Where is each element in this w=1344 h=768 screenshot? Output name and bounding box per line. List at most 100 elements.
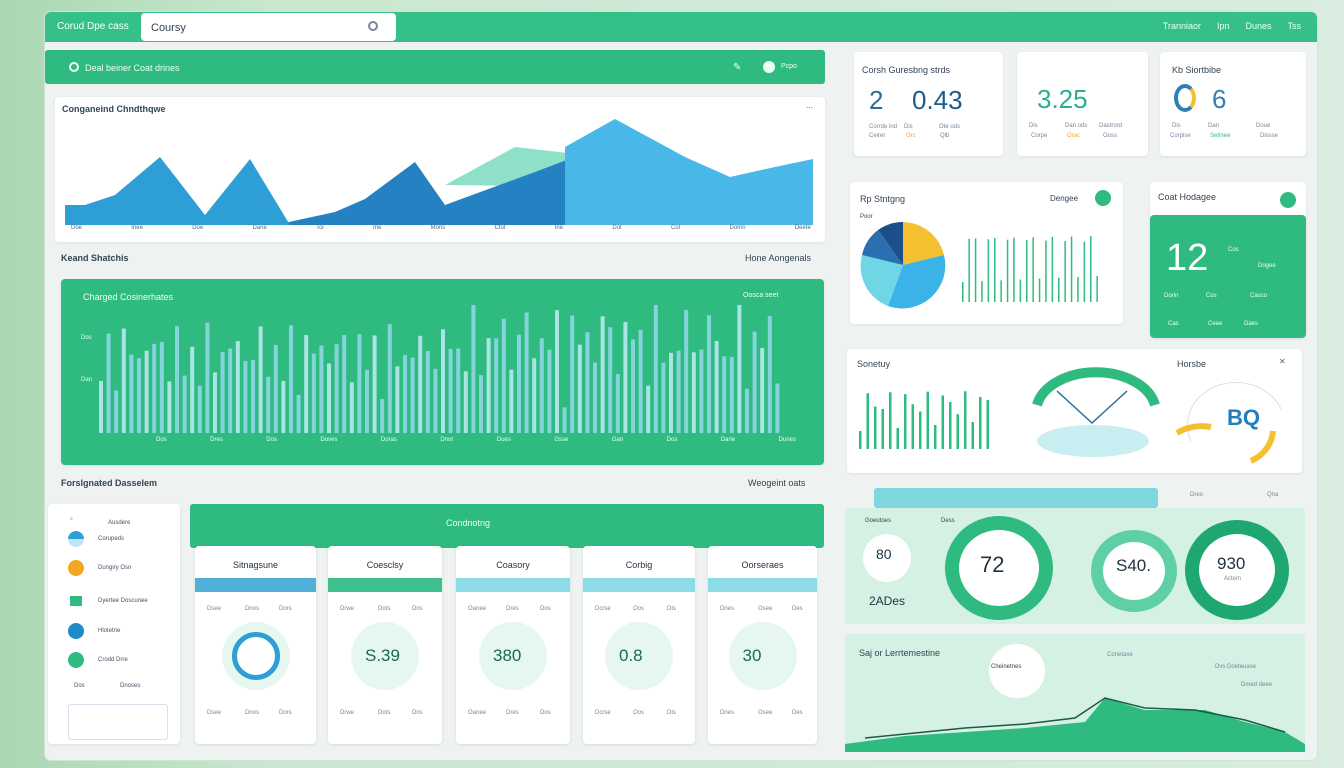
gauge-arc <box>1186 382 1282 442</box>
metric-ring <box>351 622 419 690</box>
bar <box>159 341 164 433</box>
spark-bar <box>1038 278 1041 302</box>
x-tick: Dane <box>720 437 736 443</box>
close-icon[interactable]: ✕ <box>1279 357 1286 366</box>
donut-value: S40. <box>1116 556 1151 575</box>
bar <box>661 362 666 433</box>
donut-strip-bar <box>874 488 1158 508</box>
top-nav: Tranniaor Ipn Dunes Tss <box>1163 21 1301 31</box>
pie-title: Rp Stntgng <box>860 194 906 204</box>
search-input[interactable]: Coursy <box>141 13 396 41</box>
metric-label: Dsee <box>207 606 222 612</box>
bar <box>281 380 286 433</box>
metric-title: Coasory <box>496 560 530 570</box>
metric-card[interactable]: Oorseraes Dnes Osee Des 30 Dnes Osee Des <box>708 546 817 744</box>
metric-label: Des <box>792 710 803 716</box>
bar <box>707 315 711 433</box>
metric-card[interactable]: Sitnagsune Dsee Dnos Dors Dsee Dnos Dors <box>195 546 316 744</box>
metric-label: Oanee <box>468 606 487 612</box>
bar <box>114 390 119 433</box>
metric-label: Dres <box>506 606 519 612</box>
gauge-bar <box>859 431 862 449</box>
gauge-needle <box>1056 390 1128 425</box>
edit-icon[interactable]: ✎ <box>733 62 742 73</box>
list-item[interactable]: Dyertee Doscunee <box>98 598 148 604</box>
bar <box>471 305 476 433</box>
bar <box>190 346 195 433</box>
spark-bar <box>1000 280 1002 302</box>
gauge-bar <box>889 392 892 449</box>
metric-card[interactable]: Coesclsy Drwe Dots Dns S.39 Drwe Dots Dn… <box>328 546 442 744</box>
kpi-value: 3.25 <box>1037 84 1088 114</box>
x-tick: Inee <box>131 225 143 231</box>
metric-label: Oanee <box>468 710 487 716</box>
bar-chart-right-label: Oosca seet <box>743 292 779 299</box>
gauge-bar <box>979 397 982 449</box>
list-item[interactable]: Corupeds <box>98 536 125 542</box>
pie-panel: Rp Stntgng Dengee Poor <box>850 182 1123 324</box>
bar <box>608 327 613 433</box>
donut-value: 72 <box>980 552 1005 577</box>
kpi-value: 6 <box>1212 84 1227 114</box>
line-series <box>864 697 1286 739</box>
item-icon <box>70 596 82 606</box>
green-kpi-label: Cos <box>1228 247 1239 253</box>
list-item[interactable]: Hlotetne <box>98 628 121 634</box>
line-bubble-label: Cheinetnes <box>991 664 1022 670</box>
bar <box>304 335 309 433</box>
bar <box>532 358 537 433</box>
green-kpi-footer: Cos <box>1206 293 1217 299</box>
metric-label: Dots <box>378 710 391 716</box>
gauge-base <box>1037 425 1149 457</box>
metric-title: Coesclsy <box>366 560 404 570</box>
item-icon <box>68 623 84 639</box>
metric-label: Des <box>792 606 803 612</box>
metric-card[interactable]: Coasory Oanee Dres Dos 380 Oanee Dres Do… <box>456 546 570 744</box>
bar <box>319 345 324 433</box>
kpi-label: Dan ods <box>1065 123 1088 129</box>
bar <box>243 360 248 433</box>
globe-icon[interactable] <box>1280 192 1296 208</box>
spark-bar <box>987 239 990 302</box>
metric-label: Dors <box>279 710 292 716</box>
metric-label: Dts <box>667 710 676 716</box>
list-item[interactable]: Dungiry Osn <box>98 565 132 571</box>
settings-icon[interactable] <box>763 61 775 73</box>
bar <box>456 348 461 433</box>
header-link[interactable]: Pcpo <box>781 63 797 70</box>
bar <box>646 385 651 433</box>
gauge-bar <box>919 411 922 449</box>
spark-bar <box>1083 241 1086 302</box>
spark-bar <box>1026 240 1028 302</box>
nav-item[interactable]: Tss <box>1287 21 1302 31</box>
metric-strip <box>456 578 570 592</box>
nav-item[interactable]: Ipn <box>1216 21 1230 31</box>
green-kpi-footer: Dorin <box>1164 293 1179 299</box>
metric-value: 0.8 <box>619 646 643 665</box>
donut-small-label: Dess <box>941 518 955 524</box>
spark-bar <box>1090 236 1092 302</box>
bar <box>266 376 271 433</box>
gauge-bar <box>904 394 907 449</box>
more-icon[interactable]: ⋯ <box>806 105 813 112</box>
nav-item[interactable]: Tranniaor <box>1162 21 1201 31</box>
kpi-card: Kb Siortbibe 6 Dis Dan Doue Corpise Seti… <box>1160 52 1306 156</box>
line-area <box>845 698 1305 752</box>
metric-card[interactable]: Corbig Dcrse Oos Dts 0.8 Dcrse Oos Dts <box>583 546 695 744</box>
item-icon <box>68 531 84 547</box>
bar <box>729 357 734 433</box>
nav-item[interactable]: Dunes <box>1245 21 1272 31</box>
x-tick: Doves <box>320 437 338 443</box>
bar <box>121 328 126 433</box>
list-footer-box[interactable] <box>68 704 168 740</box>
list-close-icon[interactable]: ◦ <box>70 514 73 523</box>
refresh-icon[interactable] <box>1095 190 1111 206</box>
bar <box>273 345 278 433</box>
bar <box>372 335 377 433</box>
kpi-label: Dis <box>904 124 913 130</box>
x-tick: Dos <box>266 437 277 443</box>
gauge-arc <box>1175 423 1212 436</box>
search-icon[interactable] <box>368 21 378 31</box>
green-kpi-footer: Ceee <box>1208 321 1223 327</box>
list-item[interactable]: Crodd Drre <box>98 657 128 663</box>
